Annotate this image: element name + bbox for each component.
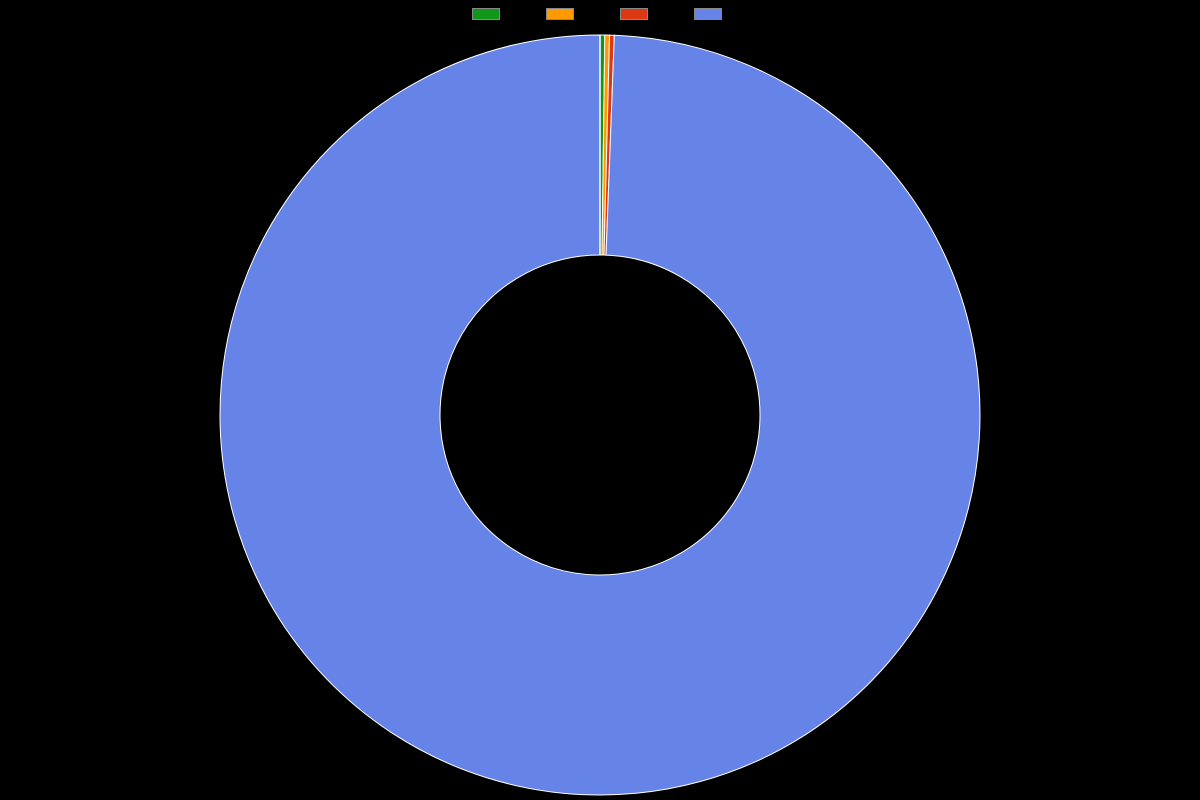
legend-swatch-2: [620, 8, 648, 20]
donut-chart-container: [0, 30, 1200, 800]
legend-item-2[interactable]: [620, 8, 654, 20]
legend-item-0[interactable]: [472, 8, 506, 20]
legend-swatch-3: [694, 8, 722, 20]
legend-item-1[interactable]: [546, 8, 580, 20]
donut-chart: [0, 30, 1200, 800]
legend-swatch-0: [472, 8, 500, 20]
chart-legend: [472, 8, 728, 20]
legend-swatch-1: [546, 8, 574, 20]
legend-item-3[interactable]: [694, 8, 728, 20]
